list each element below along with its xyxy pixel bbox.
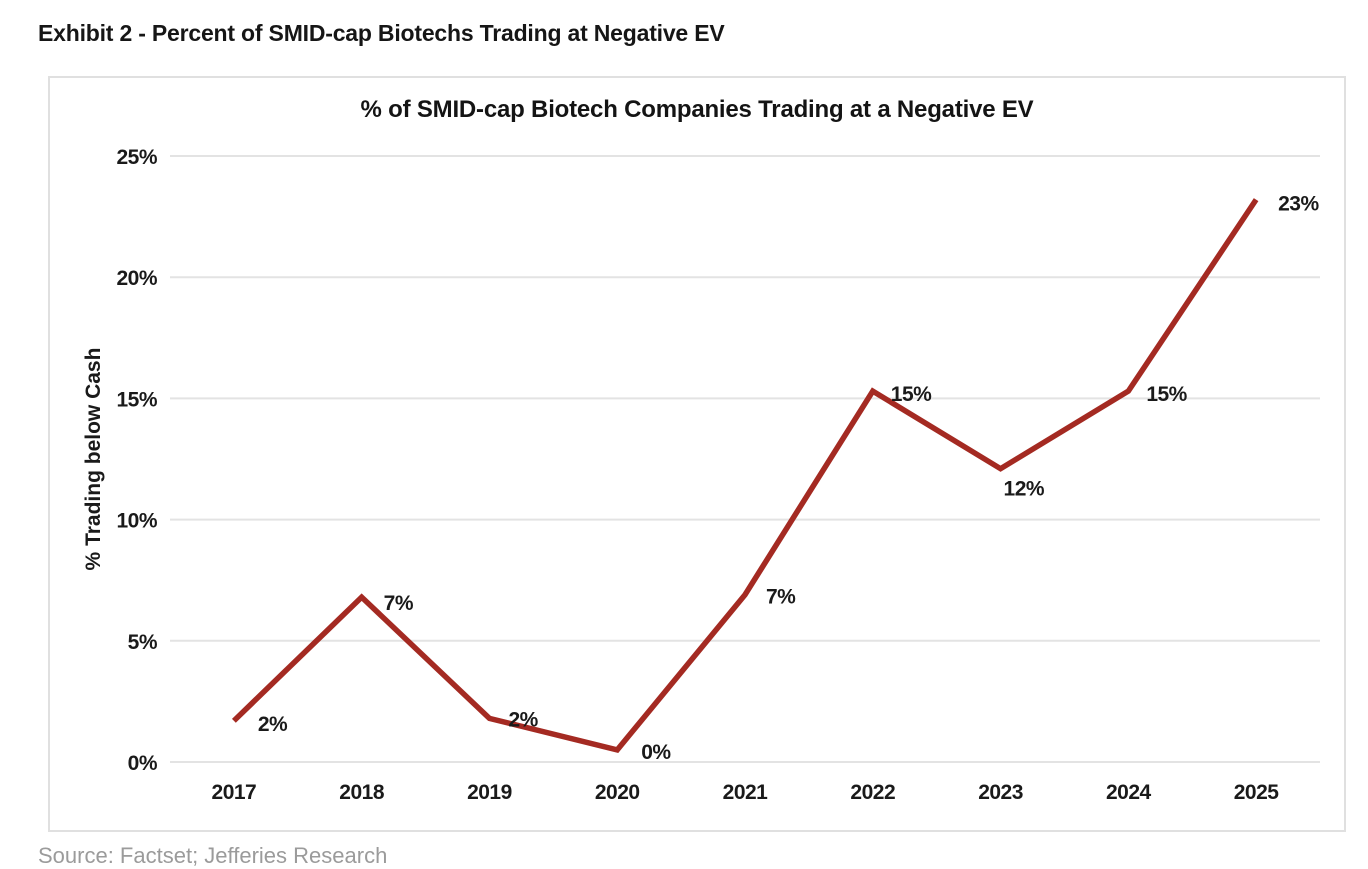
x-tick-label: 2023 <box>978 781 1023 804</box>
x-tick-label: 2017 <box>212 781 257 804</box>
chart-title: % of SMID-cap Biotech Companies Trading … <box>360 96 1034 123</box>
data-point-label: 15% <box>1146 383 1187 406</box>
x-tick-label: 2024 <box>1106 781 1152 804</box>
y-tick-label: 5% <box>128 631 158 654</box>
y-tick-label: 15% <box>116 388 157 411</box>
data-point-label: 15% <box>891 383 932 406</box>
data-point-label: 23% <box>1278 193 1319 216</box>
data-point-label: 2% <box>508 708 538 731</box>
data-point-label: 7% <box>766 586 796 609</box>
x-tick-label: 2025 <box>1234 781 1280 804</box>
y-tick-label: 10% <box>116 510 157 533</box>
y-tick-label: 0% <box>128 752 158 775</box>
data-point-label: 7% <box>384 592 414 615</box>
page-title: Exhibit 2 - Percent of SMID-cap Biotechs… <box>38 20 725 46</box>
x-tick-label: 2021 <box>723 781 769 804</box>
x-tick-label: 2018 <box>339 781 385 804</box>
y-tick-label: 20% <box>116 267 157 290</box>
x-tick-label: 2020 <box>595 781 640 804</box>
data-point-label: 2% <box>258 713 288 736</box>
data-point-label: 0% <box>641 741 671 764</box>
y-tick-label: 25% <box>116 146 157 169</box>
x-tick-label: 2022 <box>850 781 895 804</box>
data-line <box>231 198 1259 753</box>
data-point-label: 12% <box>1004 478 1045 501</box>
x-tick-label: 2019 <box>467 781 512 804</box>
chart-card: % of SMID-cap Biotech Companies Trading … <box>48 76 1346 832</box>
